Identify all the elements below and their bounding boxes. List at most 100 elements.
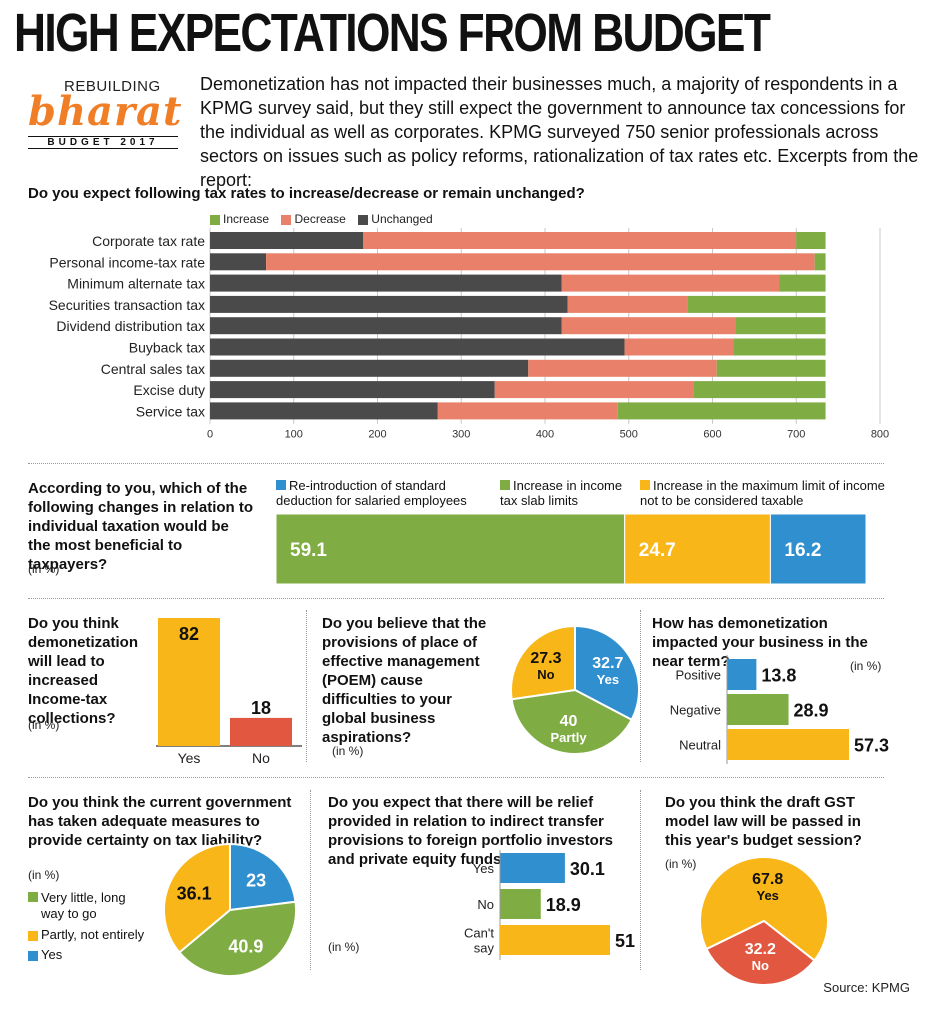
slice-value-label: 32.7 [592, 655, 623, 672]
category-label: Buyback tax [129, 340, 205, 356]
bar-segment-increase [796, 232, 826, 249]
legend-unchanged-label: Unchanged [371, 212, 433, 226]
bar-segment-unchanged [210, 359, 529, 377]
value-label: 13.8 [761, 666, 796, 686]
bar-segment-unchanged [210, 381, 495, 399]
legend-standard-deduction-label: Re-introduction of standard deduction fo… [276, 478, 467, 508]
segment-bar [276, 514, 626, 585]
pie-slice [510, 688, 634, 755]
x-tick-label: 200 [368, 429, 386, 441]
x-tick-label: 300 [452, 429, 470, 441]
legend-yellow-swatch [28, 930, 38, 941]
legend-blue-swatch [276, 480, 286, 490]
bar [500, 853, 565, 883]
slice-value-label: 32.2 [745, 941, 776, 958]
slice-value-label: 27.3 [530, 650, 561, 667]
legend-yellow-swatch [640, 480, 650, 490]
legend-very-little-label: Very little, long way to go [41, 890, 126, 921]
slice-name-label: No [537, 667, 554, 682]
pie-slice [705, 919, 816, 986]
x-tick-label: 100 [285, 429, 303, 441]
collections-unit: (in %) [28, 718, 60, 732]
divider [306, 610, 307, 762]
category-label: Central sales tax [101, 361, 205, 377]
tax-rates-chart: 0 100 200 300 400 500 600 700 800 Corporate tax r… [49, 228, 889, 441]
x-tick-label: 600 [703, 429, 721, 441]
divider [640, 610, 641, 762]
category-label: say [474, 941, 495, 956]
value-label: 30.1 [570, 859, 605, 879]
divider [28, 777, 884, 778]
bar-segment-increase [735, 317, 826, 335]
bar-segment-decrease [561, 274, 780, 292]
x-tick-label: 800 [871, 429, 889, 441]
bar-segment-decrease [437, 402, 618, 420]
pie-slice [229, 842, 297, 912]
bar-segment-unchanged [210, 295, 568, 313]
legend-partly-label: Partly, not entirely [41, 927, 145, 942]
bar-segment-decrease [266, 253, 815, 271]
bar-segment-increase [617, 402, 826, 420]
bar-segment-unchanged [210, 253, 267, 271]
legend-max-limit-label: Increase in the maximum limit of income … [640, 478, 885, 508]
category-label: Yes [473, 861, 495, 876]
bar-segment-unchanged [210, 232, 364, 249]
source-note: Source: KPMG [823, 980, 910, 995]
x-tick-label: 0 [207, 429, 213, 441]
slice-value-label: 23 [246, 870, 266, 890]
legend-standard-deduction: Re-introduction of standard deduction fo… [276, 478, 491, 508]
bar-segment-decrease [624, 338, 734, 356]
slice-name-label: Yes [597, 672, 619, 687]
pie-slice [178, 900, 297, 977]
category-label: Service tax [136, 403, 205, 419]
bar-segment-unchanged [210, 338, 625, 356]
bar-segment-unchanged [210, 402, 438, 420]
bar-segment-decrease [528, 359, 717, 377]
category-label: Corporate tax rate [92, 233, 205, 249]
taxation-chart: 59.1 24.7 16.2 [276, 514, 867, 585]
value-label: 18 [251, 698, 271, 718]
impact-question: How has demonetization impacted your bus… [652, 615, 868, 670]
bar-segment-unchanged [210, 317, 562, 335]
taxation-question: According to you, which of the following… [28, 480, 254, 573]
category-label: No [477, 897, 494, 912]
x-tick-label: 500 [620, 429, 638, 441]
poem-unit: (in %) [332, 744, 364, 758]
legend-green-swatch [500, 480, 510, 490]
segment-bar [624, 514, 771, 585]
divider [640, 790, 641, 970]
legend-green-swatch [28, 892, 38, 902]
divider [28, 598, 884, 599]
bar [500, 889, 541, 919]
legend-decrease-label: Decrease [294, 212, 346, 226]
category-label: Neutral [679, 738, 721, 753]
legend-max-limit: Increase in the maximum limit of income … [640, 478, 890, 508]
logo-rebuilding-text: REBUILDING [64, 78, 161, 95]
slice-value-label: 40.9 [228, 936, 263, 956]
segment-bar [769, 514, 867, 585]
segment-label: 16.2 [784, 540, 821, 561]
legend-slab-limits-label: Increase in income tax slab limits [500, 478, 623, 508]
gst-unit: (in %) [665, 857, 697, 871]
slice-value-label: 36.1 [177, 883, 212, 903]
pie-slice [510, 624, 576, 701]
x-tick-label: 700 [787, 429, 805, 441]
bar-segment-decrease [561, 317, 736, 335]
transfer-unit: (in %) [328, 940, 360, 954]
pie-slice [163, 842, 231, 954]
category-label: Positive [675, 668, 721, 683]
legend-yes-label: Yes [41, 947, 63, 962]
legend-unchanged-swatch [358, 214, 369, 225]
category-label: No [252, 750, 270, 766]
taxation-unit: (in %) [28, 562, 60, 576]
bar-segment-increase [814, 253, 826, 271]
divider [28, 463, 884, 464]
segment-label: 59.1 [290, 540, 327, 561]
bar-segment-increase [716, 359, 826, 377]
legend-decrease-swatch [281, 214, 292, 225]
logo-budget-text: BUDGET 2017 [28, 136, 178, 149]
transfer-question: Do you expect that there will be relief … [328, 794, 614, 868]
x-tick-label: 400 [536, 429, 554, 441]
pie-slice [574, 624, 640, 722]
